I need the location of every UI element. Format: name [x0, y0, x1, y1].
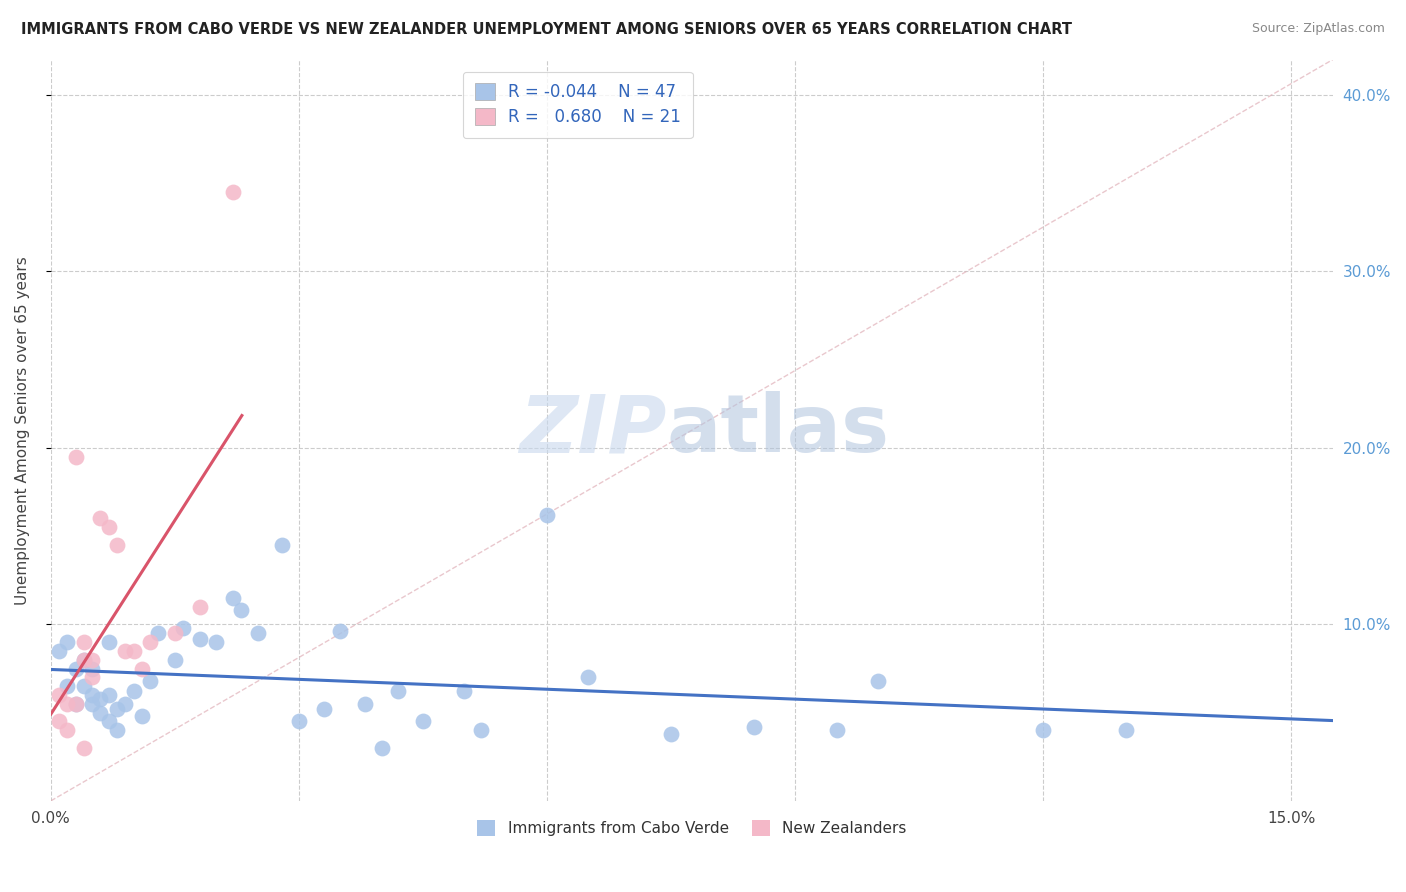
Point — [89, 706, 111, 720]
Point — [122, 684, 145, 698]
Point — [825, 723, 848, 738]
Point — [56, 679, 79, 693]
Point — [73, 653, 96, 667]
Point — [48, 688, 70, 702]
Point — [97, 520, 120, 534]
Y-axis label: Unemployment Among Seniors over 65 years: Unemployment Among Seniors over 65 years — [15, 256, 30, 605]
Point — [73, 679, 96, 693]
Point — [97, 688, 120, 702]
Point — [866, 673, 889, 688]
Point — [659, 727, 682, 741]
Point — [114, 697, 136, 711]
Point — [288, 714, 311, 729]
Point — [387, 684, 409, 698]
Point — [82, 670, 104, 684]
Point — [222, 185, 245, 199]
Point — [73, 635, 96, 649]
Point — [82, 661, 104, 675]
Point — [105, 538, 128, 552]
Point — [536, 508, 558, 522]
Point — [122, 644, 145, 658]
Point — [188, 599, 211, 614]
Point — [412, 714, 434, 729]
Point — [56, 697, 79, 711]
Point — [82, 688, 104, 702]
Point — [56, 635, 79, 649]
Point — [139, 673, 162, 688]
Point — [188, 632, 211, 646]
Point — [89, 511, 111, 525]
Point — [89, 691, 111, 706]
Point — [65, 697, 87, 711]
Point — [105, 702, 128, 716]
Point — [48, 714, 70, 729]
Point — [131, 661, 153, 675]
Point — [97, 635, 120, 649]
Point — [1115, 723, 1137, 738]
Point — [742, 720, 765, 734]
Point — [131, 709, 153, 723]
Point — [65, 697, 87, 711]
Point — [65, 450, 87, 464]
Point — [229, 603, 252, 617]
Point — [139, 635, 162, 649]
Point — [205, 635, 228, 649]
Point — [148, 626, 170, 640]
Point — [48, 644, 70, 658]
Point — [56, 723, 79, 738]
Point — [163, 653, 186, 667]
Point — [271, 538, 294, 552]
Point — [222, 591, 245, 605]
Point — [470, 723, 492, 738]
Point — [105, 723, 128, 738]
Point — [163, 626, 186, 640]
Text: Source: ZipAtlas.com: Source: ZipAtlas.com — [1251, 22, 1385, 36]
Legend: Immigrants from Cabo Verde, New Zealanders: Immigrants from Cabo Verde, New Zealande… — [468, 811, 915, 845]
Point — [370, 740, 392, 755]
Point — [312, 702, 335, 716]
Point — [329, 624, 352, 639]
Point — [578, 670, 600, 684]
Text: atlas: atlas — [666, 392, 889, 469]
Point — [172, 621, 194, 635]
Point — [82, 697, 104, 711]
Point — [1032, 723, 1054, 738]
Point — [73, 740, 96, 755]
Point — [65, 661, 87, 675]
Text: IMMIGRANTS FROM CABO VERDE VS NEW ZEALANDER UNEMPLOYMENT AMONG SENIORS OVER 65 Y: IMMIGRANTS FROM CABO VERDE VS NEW ZEALAN… — [21, 22, 1073, 37]
Point — [73, 653, 96, 667]
Text: ZIP: ZIP — [519, 392, 666, 469]
Point — [82, 653, 104, 667]
Point — [114, 644, 136, 658]
Point — [354, 697, 377, 711]
Point — [246, 626, 269, 640]
Point — [453, 684, 475, 698]
Point — [97, 714, 120, 729]
